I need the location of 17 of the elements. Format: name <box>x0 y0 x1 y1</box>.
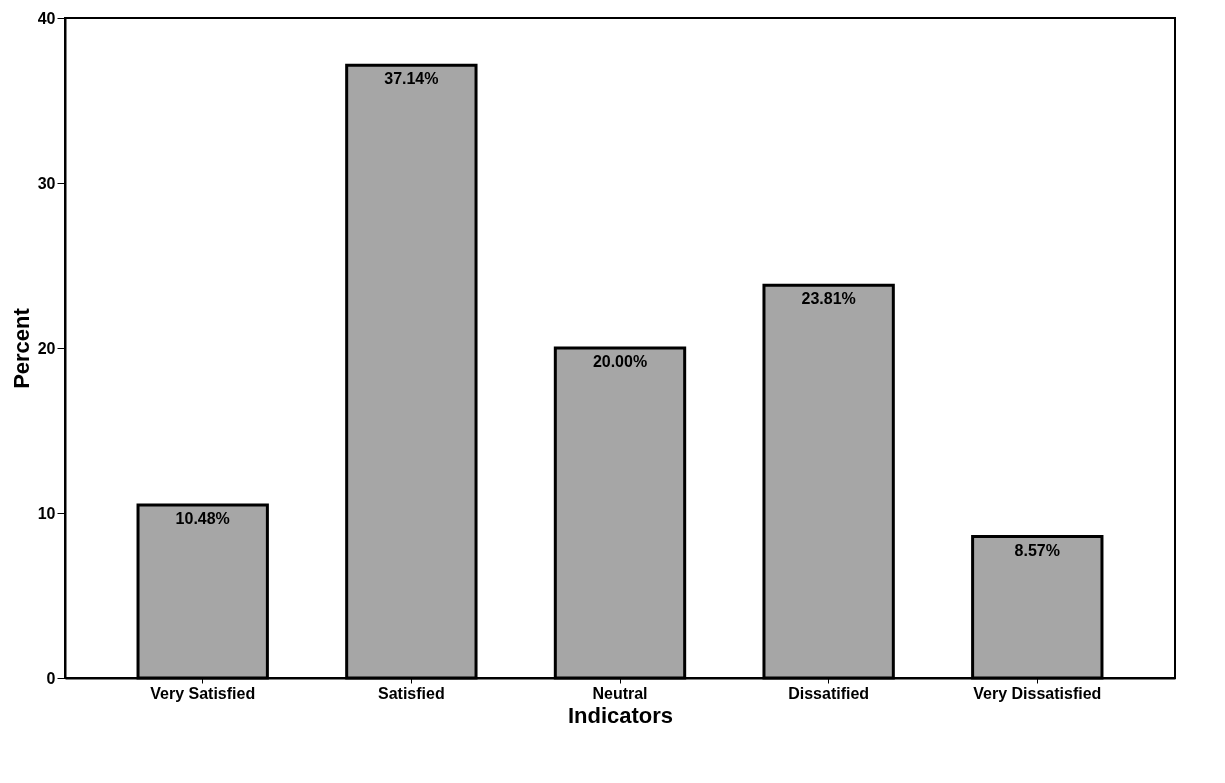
y-axis-title: Percent <box>8 307 34 389</box>
x-tick-label: Satisfied <box>378 684 445 702</box>
y-tick-label: 40 <box>37 9 56 27</box>
x-tick-label: Very Satisfied <box>150 684 256 702</box>
data-label: 10.48% <box>175 510 230 528</box>
y-tick-label: 0 <box>46 669 56 687</box>
y-tick-label: 30 <box>37 174 56 192</box>
y-tick-label: 20 <box>37 339 56 357</box>
x-tick-label: Very Dissatisfied <box>973 684 1102 702</box>
data-label: 20.00% <box>592 353 648 370</box>
data-label: 23.81% <box>801 290 856 308</box>
data-label: 8.57% <box>1014 541 1060 559</box>
x-tick-label: Dissatified <box>788 684 870 702</box>
x-tick-label: Neutral <box>592 684 648 702</box>
data-label: 37.14% <box>384 70 439 88</box>
x-axis-title: Indicators <box>567 702 674 728</box>
y-tick-label: 10 <box>37 504 56 522</box>
